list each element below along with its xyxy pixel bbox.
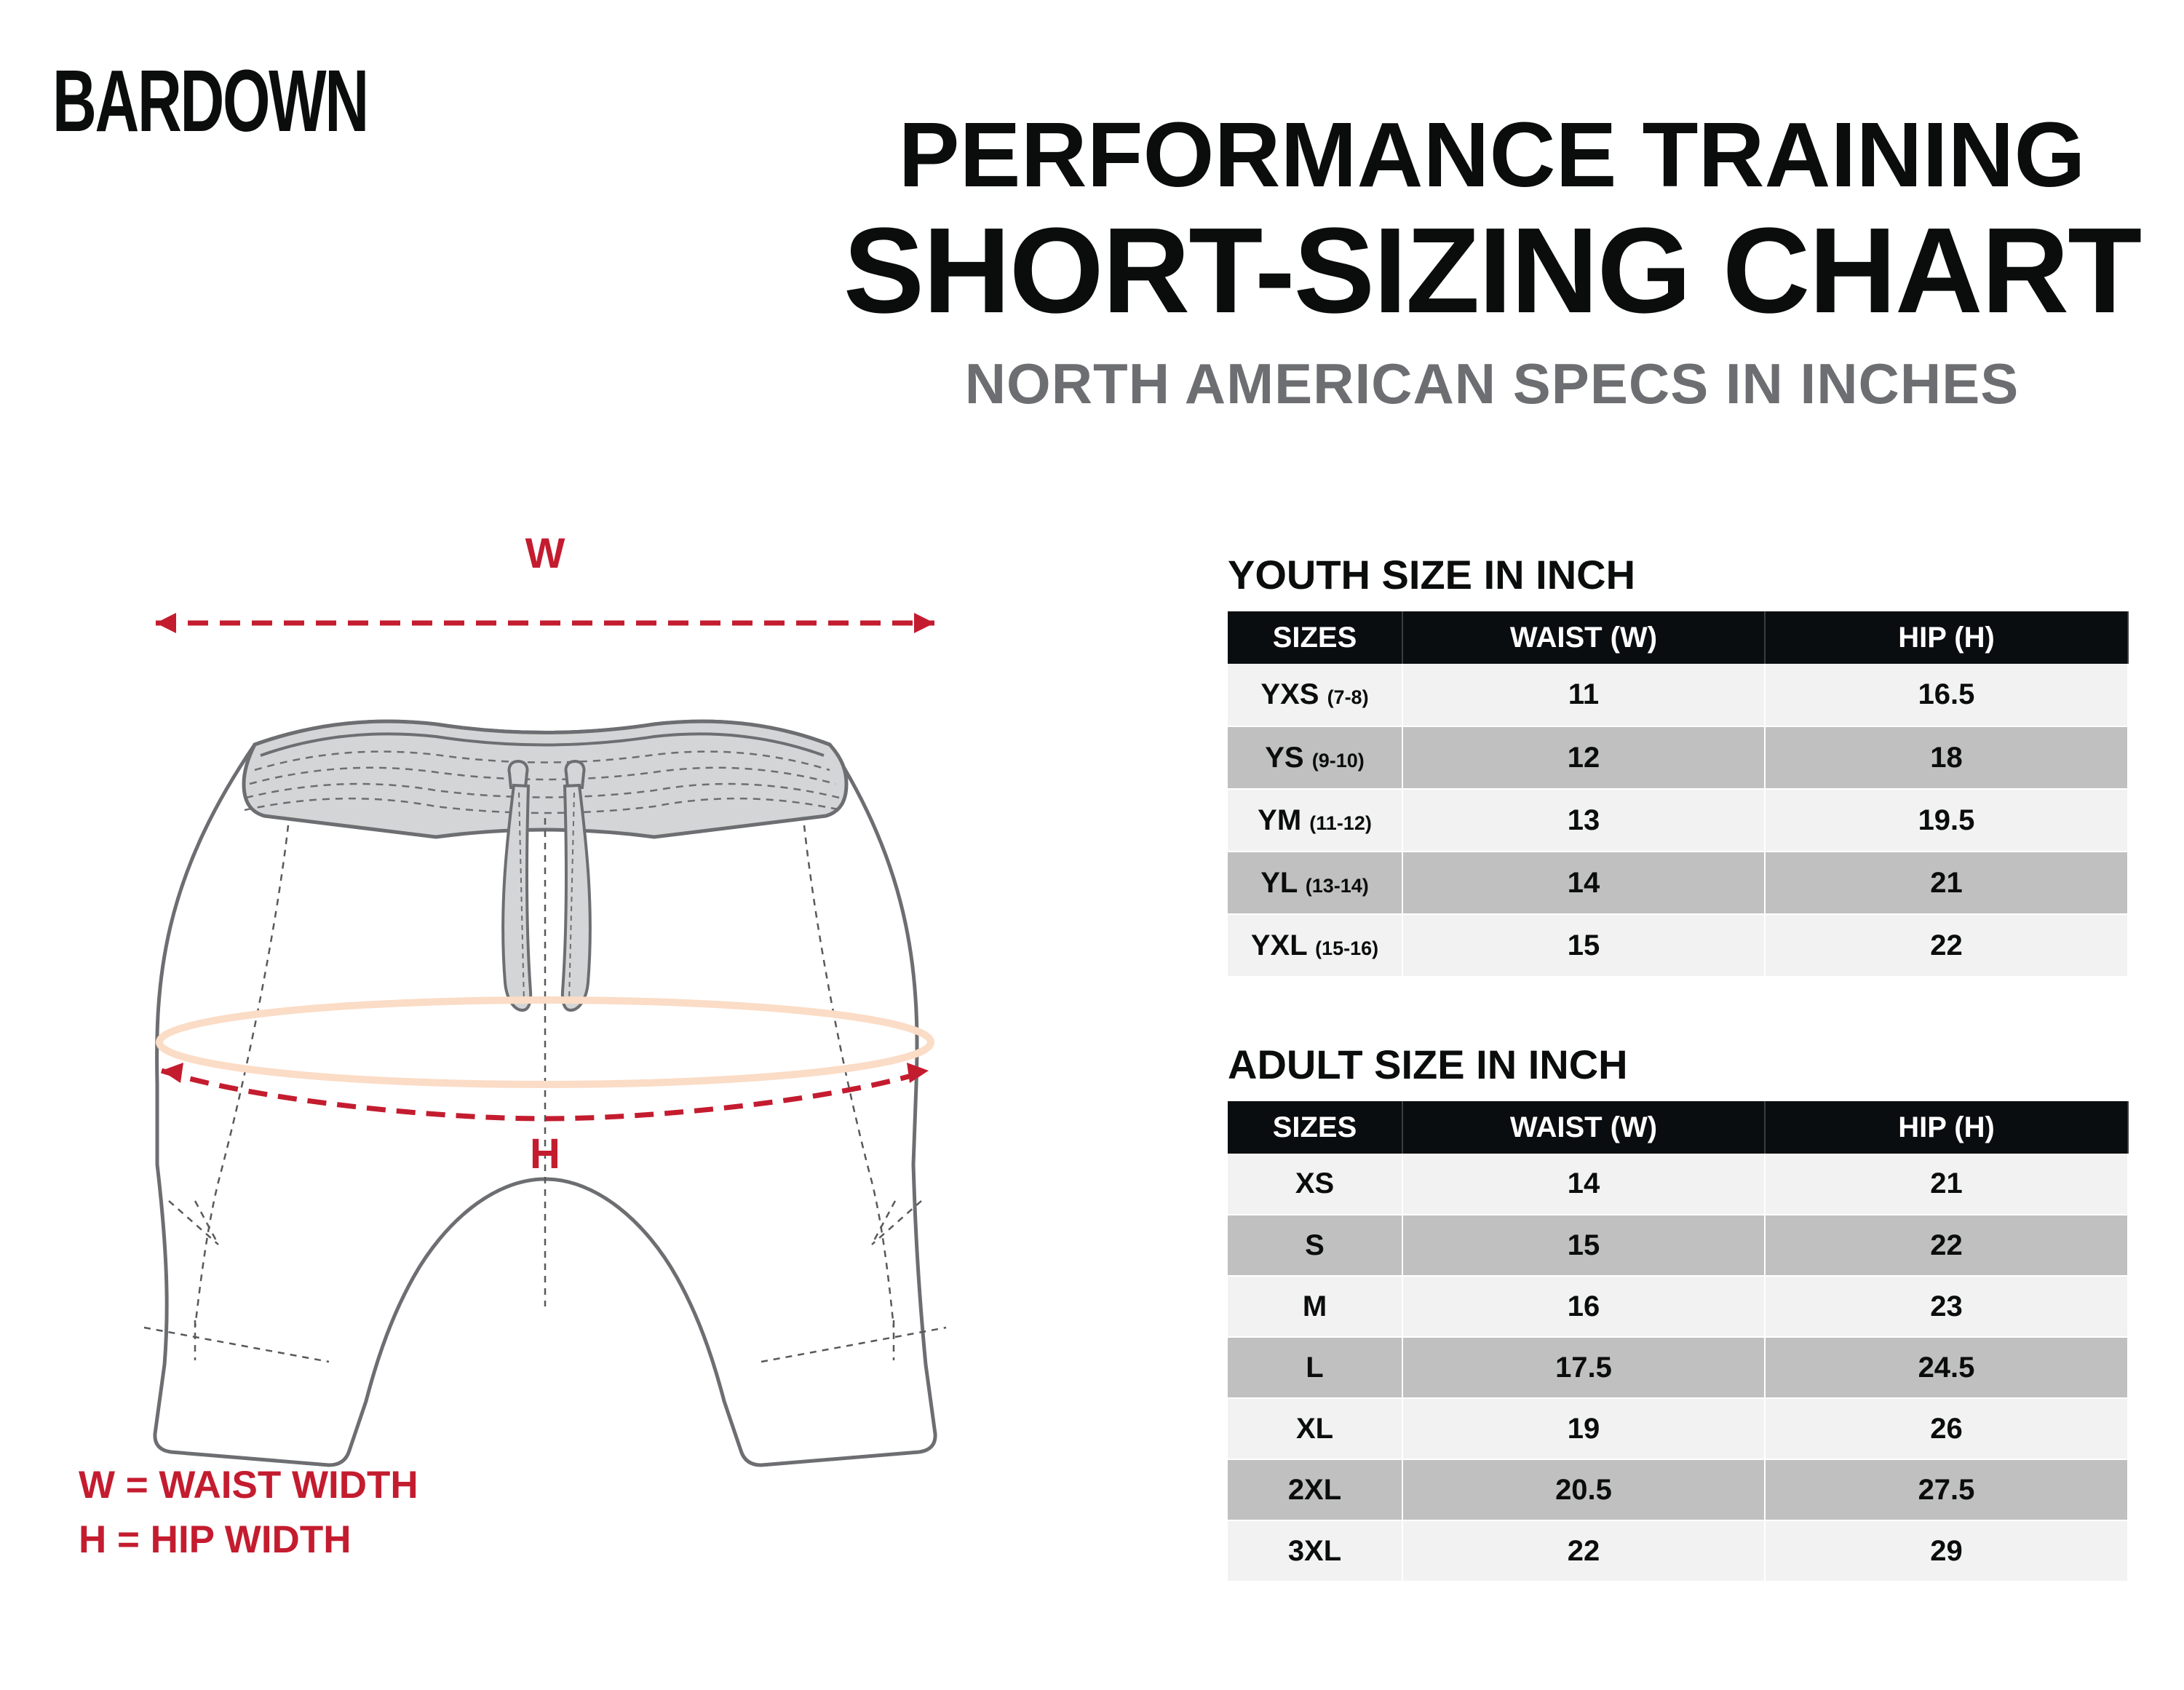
svg-text:H: H [530, 1130, 560, 1178]
svg-text:W: W [525, 530, 565, 577]
